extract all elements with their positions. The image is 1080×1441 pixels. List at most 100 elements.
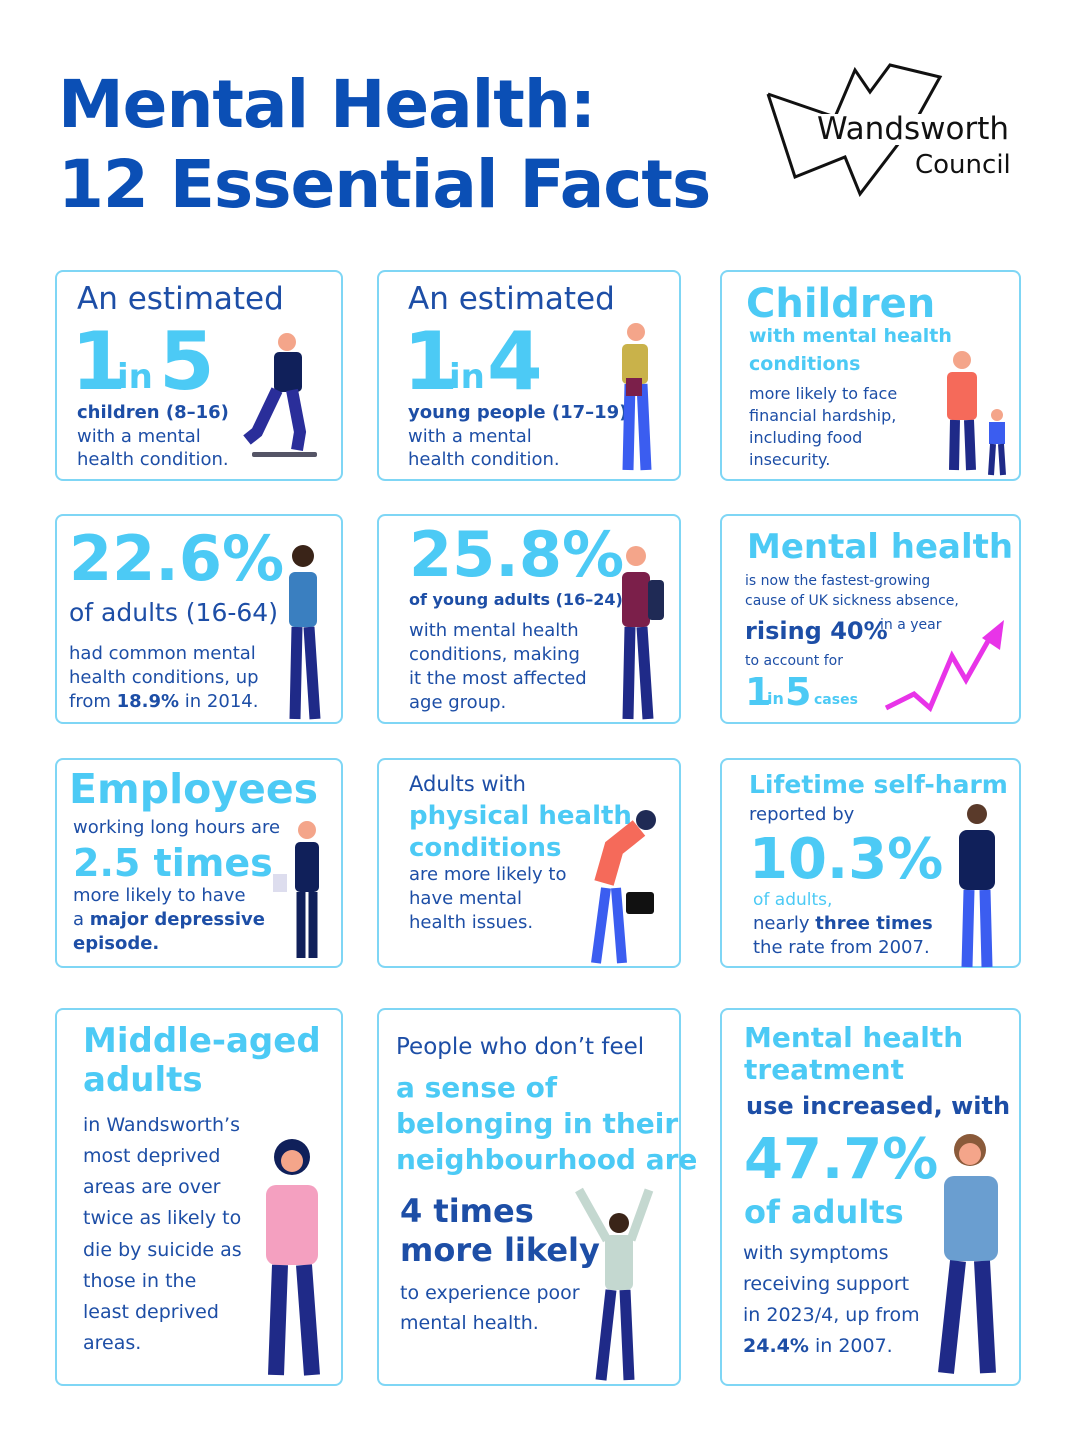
card-text: it the most affected	[409, 668, 587, 689]
card-text: financial hardship,	[749, 406, 897, 425]
card-lead: Adults with	[409, 772, 526, 796]
woman-arms-crossed-illustration	[266, 1139, 320, 1376]
card-text: areas are over	[83, 1176, 221, 1198]
card-heading: treatment	[744, 1053, 904, 1086]
card-text: had common mental	[69, 643, 256, 664]
logo-sub: Council	[915, 150, 1011, 180]
card-text: more likely to have	[73, 885, 246, 906]
fact-card-adults-22-6: 22.6% of adults (16-64) had common menta…	[55, 514, 343, 724]
card-heading: Lifetime self-harm	[749, 770, 1008, 799]
card-subheading: with mental health	[749, 325, 952, 347]
bearded-man-illustration	[959, 804, 995, 968]
stat-percentage: 10.3%	[749, 827, 944, 892]
card-subheading: use increased, with	[746, 1092, 1011, 1120]
card-text: health issues.	[409, 912, 534, 933]
fact-card-sickness-absence: Mental health is now the fastest-growing…	[720, 514, 1021, 724]
stat-multiplier: more likely	[400, 1231, 600, 1269]
card-text: receiving support	[743, 1273, 910, 1295]
page-title-line2: 12 Essential Facts	[58, 146, 711, 223]
woman-with-phone-illustration	[622, 323, 652, 471]
stat-denominator: 5	[159, 315, 215, 408]
card-text: is now the fastest-growing	[745, 573, 931, 589]
stat-denominator: 4	[487, 315, 543, 408]
card-text: young people (17–19)	[408, 402, 628, 423]
card-lead: An estimated	[408, 281, 615, 317]
card-text: cause of UK sickness absence,	[745, 593, 959, 609]
card-text: to account for	[745, 653, 843, 669]
card-text: working long hours are	[73, 817, 281, 838]
card-text: with a mental	[408, 426, 532, 447]
fact-card-children-hardship: Children with mental health conditions m…	[720, 270, 1021, 481]
stat-numerator: 1	[745, 670, 772, 714]
stat-percentage: 47.7%	[744, 1127, 939, 1192]
card-text: from 18.9% in 2014.	[69, 691, 259, 712]
fact-card-young-adults-25-8: 25.8% of young adults (16–24) with menta…	[377, 514, 681, 724]
rising-stat: rising 40%	[745, 617, 888, 645]
stat-percentage: 22.6%	[69, 522, 285, 595]
card-heading: neighbourhood are	[396, 1143, 698, 1176]
card-heading: physical health	[409, 801, 632, 831]
card-text: are more likely to	[409, 864, 567, 885]
skateboarder-illustration	[243, 333, 317, 457]
logo-outline-icon	[766, 63, 943, 197]
card-text: to experience poor	[400, 1282, 580, 1304]
card-subheading: conditions	[749, 353, 861, 375]
thinking-woman-illustration	[289, 545, 321, 720]
card-heading: Mental health	[747, 527, 1014, 567]
card-text: least deprived	[83, 1301, 219, 1323]
card-text: in 2023/4, up from	[743, 1304, 920, 1326]
father-and-children-illustration	[947, 351, 1006, 476]
card-text: twice as likely to	[83, 1207, 242, 1229]
card-text: the rate from 2007.	[753, 937, 930, 958]
card-text: in Wandsworth’s	[83, 1114, 240, 1136]
card-heading: Middle-aged	[83, 1021, 321, 1061]
fact-card-treatment: Mental health treatment use increased, w…	[720, 1008, 1021, 1386]
card-text: have mental	[409, 888, 522, 909]
fact-card-self-harm: Lifetime self-harm reported by 10.3% of …	[720, 758, 1021, 968]
card-text: age group.	[409, 692, 507, 713]
card-text: insecurity.	[749, 450, 831, 469]
card-heading: Children	[746, 281, 936, 327]
page-title-line1: Mental Health:	[58, 66, 596, 143]
woman-in-blue-jacket-illustration	[938, 1134, 998, 1374]
young-man-with-backpack-illustration	[622, 546, 664, 720]
stat-numerator: 1	[403, 315, 459, 408]
tired-man-with-bag-illustration	[591, 810, 656, 964]
cheering-person-illustration	[575, 1187, 654, 1381]
fact-card-young-people-1-in-4: An estimated 1 in 4 young people (17–19)…	[377, 270, 681, 481]
card-text: most deprived	[83, 1145, 221, 1167]
card-text: health conditions, up	[69, 667, 259, 688]
card-text: nearly three times	[753, 913, 933, 934]
stat-numerator: 1	[71, 315, 127, 408]
fact-card-employees: Employees working long hours are 2.5 tim…	[55, 758, 343, 968]
card-lead: People who don’t feel	[396, 1034, 645, 1060]
card-text: 24.4% in 2007.	[743, 1335, 893, 1357]
card-text: those in the	[83, 1270, 197, 1292]
card-text: children (8–16)	[77, 402, 229, 423]
card-text: mental health.	[400, 1312, 539, 1334]
fact-card-children-1-in-5: An estimated 1 in 5 children (8–16) with…	[55, 270, 343, 481]
fact-card-sense-of-belonging: People who don’t feel a sense of belongi…	[377, 1008, 697, 1386]
stat-multiplier: 4 times	[400, 1192, 534, 1230]
stat-subject: of young adults (16–24)	[409, 590, 623, 609]
card-text: health condition.	[77, 449, 229, 470]
logo-name: Wandsworth	[817, 111, 1010, 147]
card-text: areas.	[83, 1332, 142, 1354]
card-text: with symptoms	[743, 1242, 889, 1264]
stat-subject: of adults	[744, 1193, 904, 1231]
card-text: with a mental	[77, 426, 201, 447]
card-text: health condition.	[408, 449, 560, 470]
card-text: reported by	[749, 804, 855, 825]
card-text: episode.	[73, 933, 160, 954]
wandsworth-logo: Wandsworth Council	[765, 62, 1025, 202]
fact-card-physical-health: Adults with physical health conditions a…	[377, 758, 681, 968]
stat-subject: of adults,	[753, 890, 833, 910]
stat-in: in	[117, 357, 153, 397]
rising-arrow-icon	[884, 620, 1004, 713]
card-heading: Employees	[69, 765, 319, 813]
card-text: more likely to face	[749, 384, 898, 403]
card-text: conditions, making	[409, 644, 580, 665]
card-text: with mental health	[409, 620, 579, 641]
card-text: in a year	[880, 617, 942, 633]
card-text: including food	[749, 428, 863, 447]
